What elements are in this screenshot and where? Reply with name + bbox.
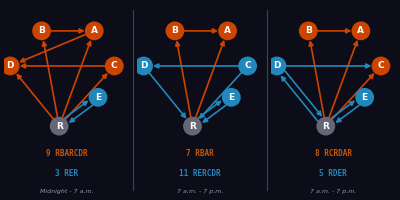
Text: E: E: [95, 93, 101, 102]
Circle shape: [85, 21, 104, 40]
Circle shape: [268, 57, 286, 75]
Text: 5 RDER: 5 RDER: [320, 169, 347, 178]
Circle shape: [316, 117, 335, 136]
Text: B: B: [38, 26, 45, 35]
Circle shape: [1, 57, 20, 75]
Text: A: A: [91, 26, 98, 35]
Text: 11 RERCDR: 11 RERCDR: [179, 169, 221, 178]
Circle shape: [166, 21, 184, 40]
Circle shape: [218, 21, 237, 40]
Circle shape: [50, 117, 68, 136]
Text: R: R: [56, 122, 62, 131]
Text: D: D: [273, 61, 281, 70]
Circle shape: [134, 57, 153, 75]
Circle shape: [238, 57, 257, 75]
Text: D: D: [140, 61, 147, 70]
Text: A: A: [358, 26, 364, 35]
Circle shape: [222, 88, 241, 107]
Circle shape: [105, 57, 124, 75]
Text: R: R: [322, 122, 329, 131]
Text: D: D: [6, 61, 14, 70]
Text: 7 RBAR: 7 RBAR: [186, 149, 214, 158]
Circle shape: [372, 57, 390, 75]
Text: 3 RER: 3 RER: [55, 169, 78, 178]
Text: C: C: [244, 61, 251, 70]
Text: A: A: [224, 26, 231, 35]
Text: E: E: [228, 93, 234, 102]
Circle shape: [299, 21, 318, 40]
Circle shape: [32, 21, 51, 40]
Text: R: R: [189, 122, 196, 131]
Circle shape: [89, 88, 107, 107]
Text: B: B: [305, 26, 312, 35]
Text: Midnight - 7 a.m.: Midnight - 7 a.m.: [40, 189, 94, 194]
Circle shape: [183, 117, 202, 136]
Text: 7 a.m. - 7 p.m.: 7 a.m. - 7 p.m.: [177, 189, 223, 194]
Text: 8 RCRDAR: 8 RCRDAR: [315, 149, 352, 158]
Circle shape: [352, 21, 370, 40]
Text: C: C: [111, 61, 118, 70]
Circle shape: [355, 88, 374, 107]
Text: E: E: [362, 93, 368, 102]
Text: 9 RBARCDR: 9 RBARCDR: [46, 149, 88, 158]
Text: B: B: [172, 26, 178, 35]
Text: C: C: [378, 61, 384, 70]
Text: 7 a.m. - 7 p.m.: 7 a.m. - 7 p.m.: [310, 189, 356, 194]
